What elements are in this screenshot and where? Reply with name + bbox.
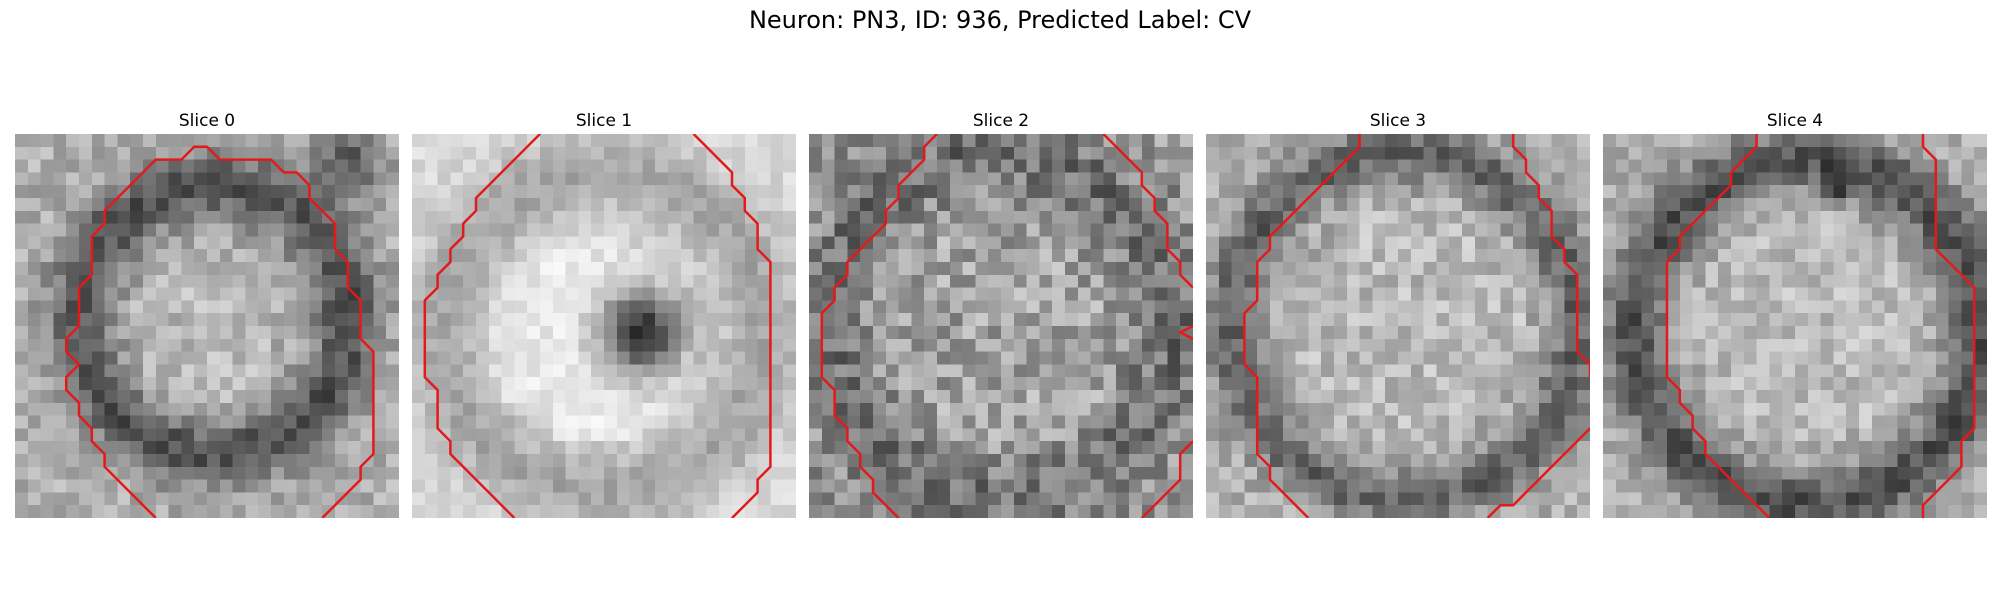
slice-image-frame [809,134,1193,518]
slice-panel-4: Slice 4 [1603,108,1987,518]
contour-line [423,134,541,518]
slice-image-frame [1603,134,1987,518]
segmentation-contour-overlay [1665,134,1976,518]
contour-line [64,145,375,518]
slice-title: Slice 3 [1369,111,1427,131]
contour-line [1486,427,1590,518]
contour-line [1140,440,1193,518]
contour-line [820,134,938,518]
segmentation-contour-overlay [64,145,375,518]
segmentation-contour-overlay [1243,134,1590,518]
slice-panel-0: Slice 0 [15,108,399,518]
slice-title: Slice 2 [972,111,1030,131]
slice-image-frame [1206,134,1590,518]
slice-image-frame [15,134,399,518]
slice-image-frame [412,134,796,518]
slice-panel-1: Slice 1 [412,108,796,518]
contour-line [1921,134,1976,518]
contour-line [1665,134,1771,518]
microscopy-slice-image [1206,134,1590,518]
contour-line [1511,134,1590,378]
contour-line [1243,134,1361,518]
slice-title: Slice 0 [178,111,236,131]
figure-title: Neuron: PN3, ID: 936, Predicted Label: C… [748,6,1252,34]
slice-panel-3: Slice 3 [1206,108,1590,518]
slice-title: Slice 1 [575,111,633,131]
slice-panel-2: Slice 2 [809,108,1193,518]
contour-line [1178,324,1193,340]
microscopy-slice-image [809,134,1193,518]
segmentation-contour-overlay [423,134,772,518]
contour-line [1102,134,1193,289]
contour-line [692,134,772,518]
segmentation-contour-overlay [820,134,1193,518]
slice-title: Slice 4 [1766,111,1824,131]
